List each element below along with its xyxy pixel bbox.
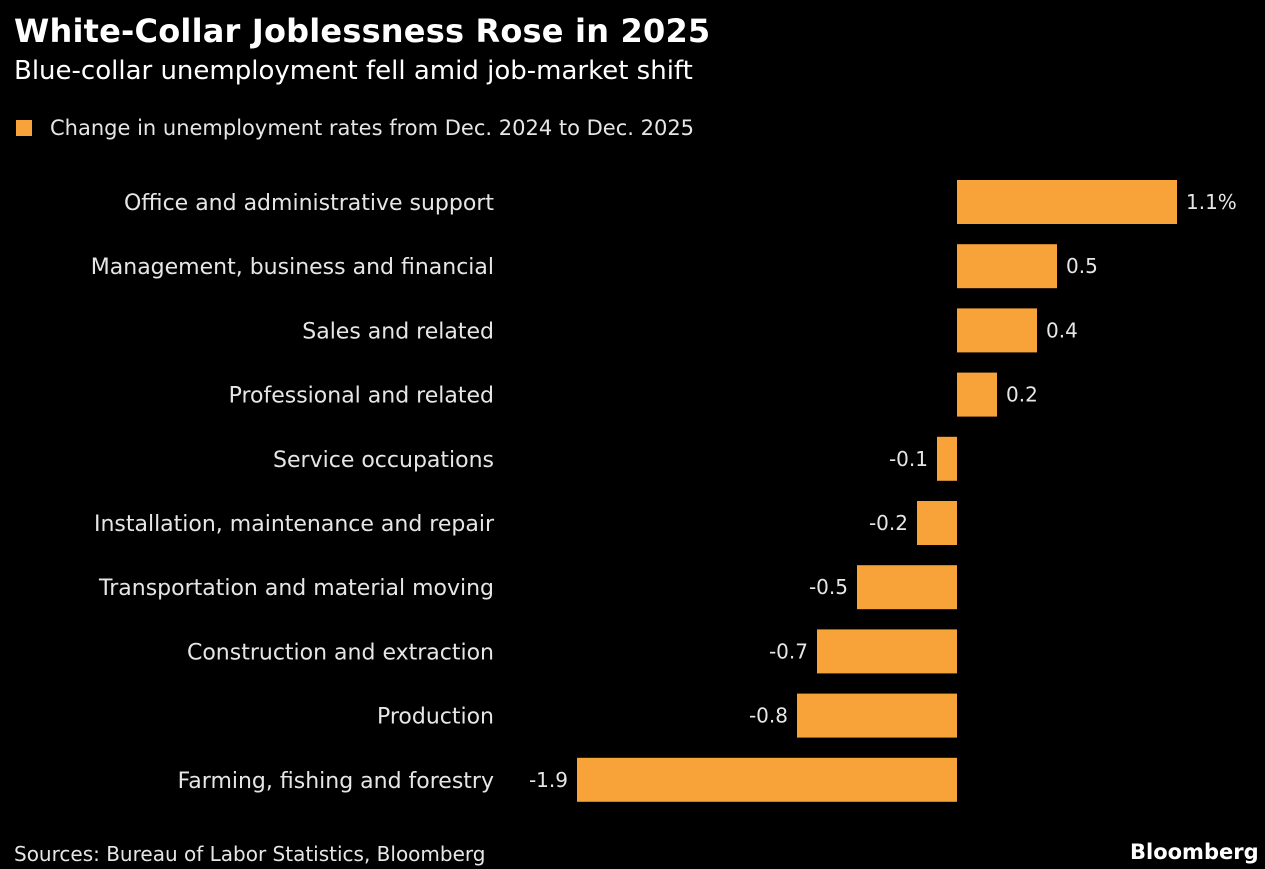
bar [957,244,1057,289]
source-note: Sources: Bureau of Labor Statistics, Blo… [14,842,486,866]
data-label: -0.7 [769,639,808,663]
bar [957,180,1177,224]
legend-swatch [16,120,32,136]
category-label: Production [377,705,494,730]
category-label: Sales and related [302,319,494,344]
category-label: Construction and extraction [187,640,494,665]
data-label: -1.9 [529,768,568,792]
data-label: -0.1 [889,447,928,471]
brand-logo: Bloomberg [1130,840,1259,864]
bar [817,629,957,674]
category-label: Professional and related [229,384,494,409]
category-label: Service occupations [273,448,494,473]
category-label: Farming, fishing and forestry [178,769,494,794]
legend-label: Change in unemployment rates from Dec. 2… [50,116,695,140]
data-label: -0.8 [749,704,788,728]
data-label: -0.5 [809,575,848,599]
data-label: 0.5 [1066,254,1098,278]
category-label: Office and administrative support [124,191,494,216]
data-label: 0.2 [1006,383,1038,407]
bar [937,436,957,481]
bar [917,501,957,545]
chart-subtitle: Blue-collar unemployment fell amid job-m… [14,56,693,86]
category-label: Management, business and financial [91,255,494,280]
data-label: 0.4 [1046,318,1078,342]
category-label: Transportation and material moving [98,576,494,601]
data-label: 1.1% [1186,190,1237,214]
bar [957,372,997,417]
bar [857,565,957,610]
chart-title: White-Collar Joblessness Rose in 2025 [14,12,711,50]
data-label: -0.2 [869,511,908,535]
bar [577,757,957,802]
bar [797,693,957,738]
category-label: Installation, maintenance and repair [94,512,495,537]
legend: Change in unemployment rates from Dec. 2… [16,116,694,140]
bar [957,308,1037,353]
